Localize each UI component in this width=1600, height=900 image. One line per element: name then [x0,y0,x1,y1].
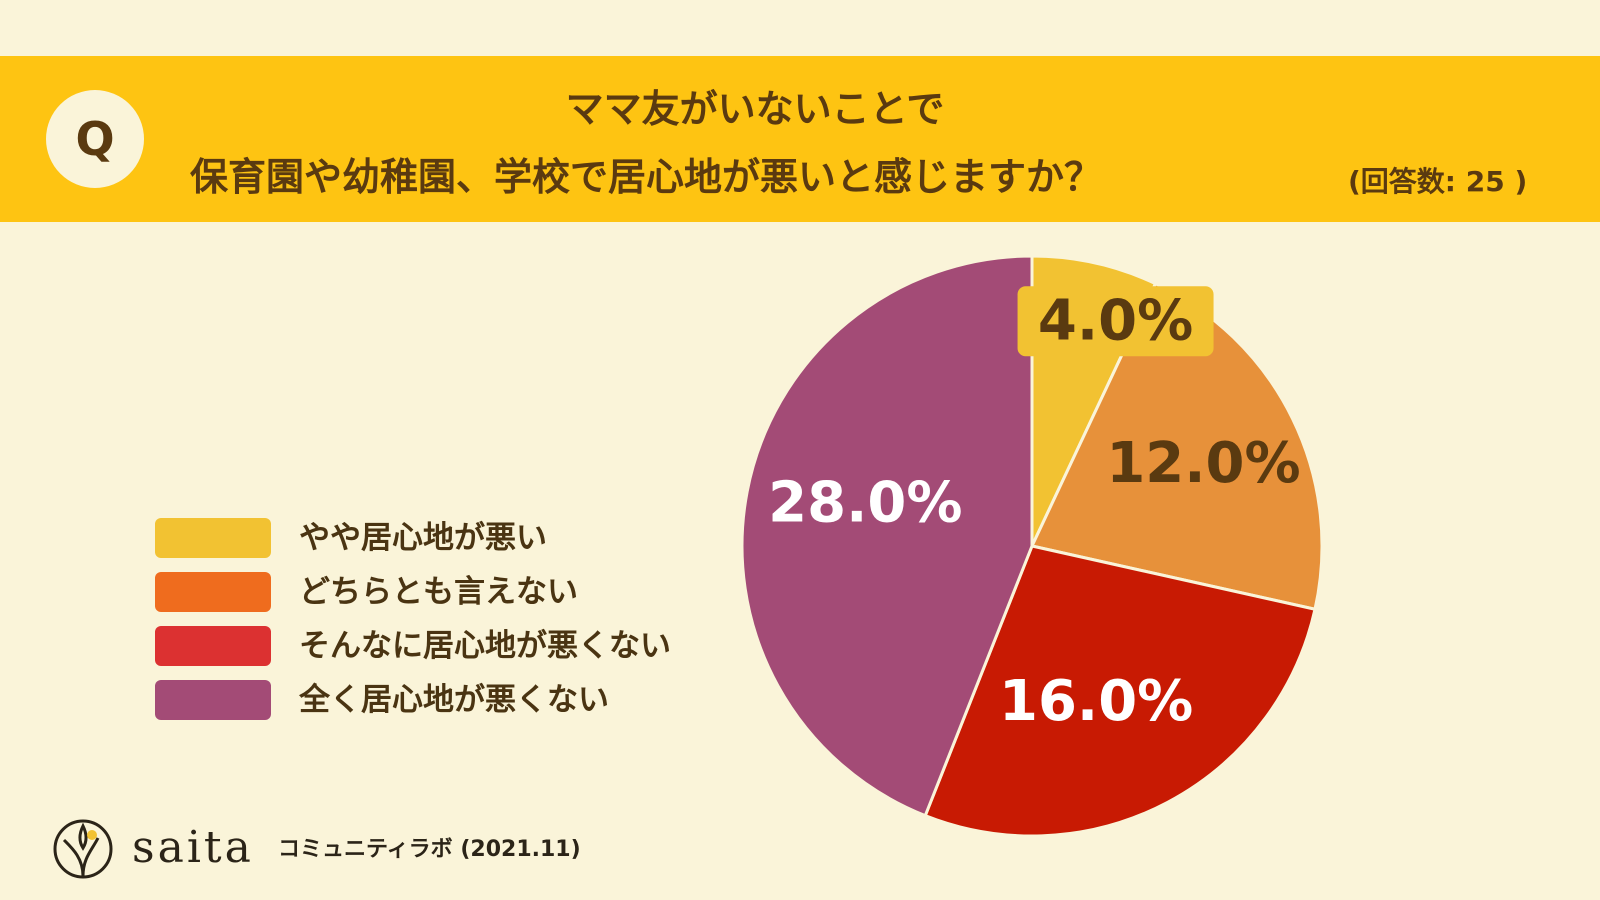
chart-title-line2: 保育園や幼稚園、学校で居心地が悪いと感じますか？ [190,155,1103,199]
legend-label-1: やや居心地が悪い [299,520,547,556]
legend-label-2: どちらとも言えない [299,574,578,610]
title-banner [0,56,1600,222]
legend-item-1: やや居心地が悪い [155,518,775,558]
respondent-count: (回答数: 25 ) [1348,165,1528,198]
question-badge: Q [46,90,144,188]
legend-item-4: 全く居心地が悪くない [155,680,775,720]
pie-label-box-1 [1017,286,1214,357]
chart-title-line1: ママ友がいないことで [565,87,945,131]
pie-label-3: 16.0% [999,669,1193,734]
pie-label-2: 12.0% [1106,431,1300,496]
legend-swatch-4 [155,680,271,720]
legend-item-2: どちらとも言えない [155,572,775,612]
pie-slice-3 [923,544,1317,838]
brand-subtitle: コミュニティラボ (2021.11) [278,837,581,862]
legend-swatch-1 [155,518,271,558]
pie-label-4: 28.0% [768,470,962,535]
saita-logo-icon [53,819,113,879]
legend-item-3: そんなに居心地が悪くない [155,626,775,666]
legend-label-4: 全く居心地が悪くない [299,682,609,718]
legend-swatch-2 [155,572,271,612]
legend-label-3: そんなに居心地が悪くない [299,628,671,664]
brand-name: saita [132,822,254,873]
pie-slice-4 [740,254,1034,818]
pie-label-1: 4.0% [1038,288,1193,353]
legend-swatch-3 [155,626,271,666]
